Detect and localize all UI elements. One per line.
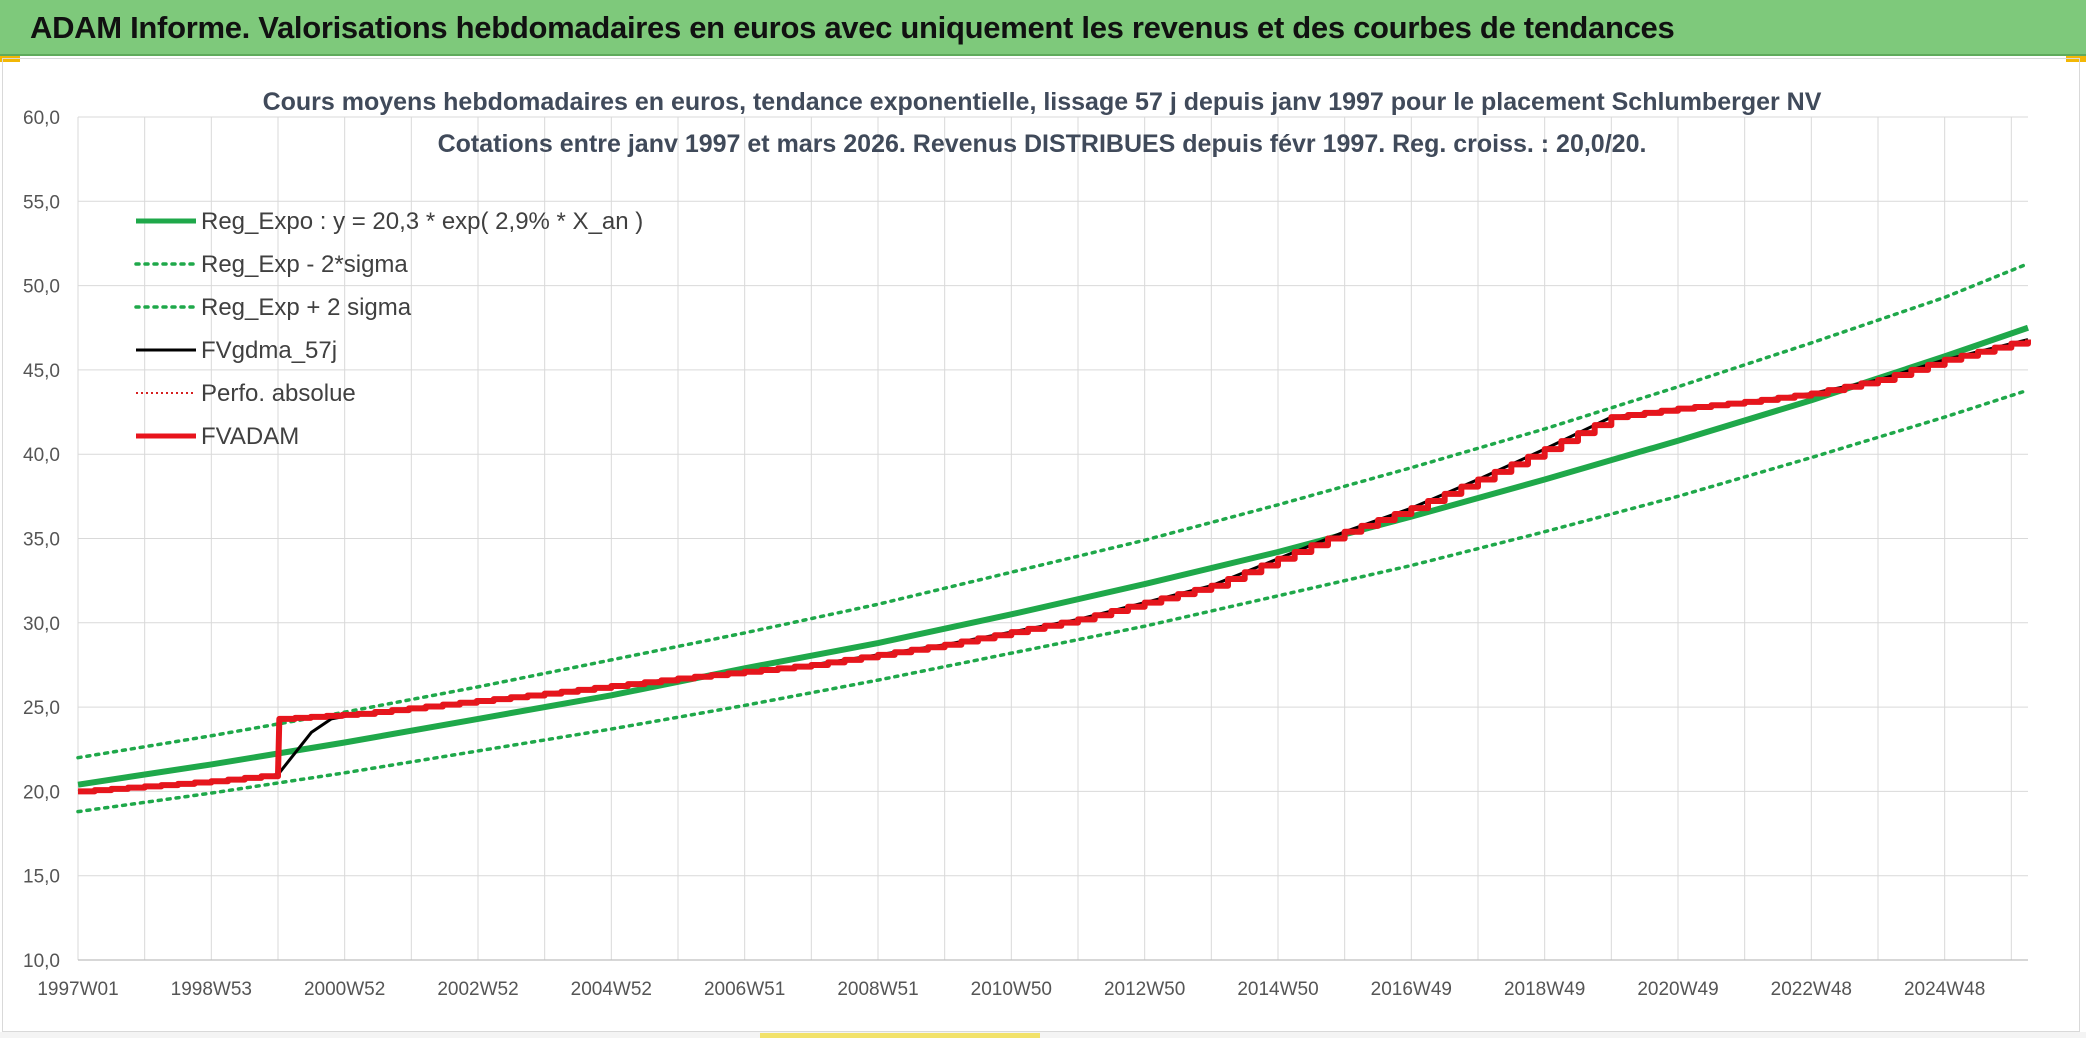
series-line-5 (78, 339, 2031, 795)
x-tick-label: 2010W50 (971, 979, 1052, 1000)
bottom-highlight (760, 1033, 1040, 1038)
chart-subtitle: Cotations entre janv 1997 et mars 2026. … (438, 130, 1647, 158)
legend-label: Reg_Exp + 2 sigma (201, 294, 412, 321)
x-tick-label: 2020W49 (1637, 979, 1718, 1000)
series-line-3 (77, 338, 2029, 793)
y-tick-label: 25,0 (23, 698, 60, 719)
chart-series (76, 261, 2031, 814)
legend-label: Reg_Exp - 2*sigma (201, 251, 408, 278)
bottom-strip (0, 1032, 2086, 1038)
x-tick-label: 2002W52 (437, 979, 518, 1000)
series-line-0 (77, 324, 2029, 788)
x-tick-label: 2012W50 (1104, 979, 1185, 1000)
x-tick-label: 2014W50 (1237, 979, 1318, 1000)
y-tick-label: 20,0 (23, 782, 60, 803)
y-tick-label: 40,0 (23, 445, 60, 466)
y-tick-label: 30,0 (23, 614, 60, 635)
report-title: ADAM Informe. Valorisations hebdomadaire… (30, 10, 1675, 45)
x-tick-label: 2022W48 (1771, 979, 1852, 1000)
x-tick-label: 2006W51 (704, 979, 785, 1000)
x-tick-label: 1997W01 (37, 979, 118, 1000)
y-tick-label: 35,0 (23, 530, 60, 551)
legend-label: FVADAM (201, 423, 299, 450)
x-tick-label: 2018W49 (1504, 979, 1585, 1000)
corner-marker-right (2066, 56, 2086, 62)
x-tick-label: 2008W51 (837, 979, 918, 1000)
chart-gridlines (77, 116, 2028, 961)
legend-label: Perfo. absolue (201, 380, 356, 407)
legend-label: Reg_Expo : y = 20,3 * exp( 2,9% * X_an ) (201, 208, 643, 235)
corner-marker-left (0, 56, 20, 62)
chart-frame (2, 58, 2080, 1032)
x-tick-label: 1998W53 (171, 979, 252, 1000)
chart-title: Cours moyens hebdomadaires en euros, ten… (263, 88, 1822, 116)
y-tick-label: 10,0 (23, 951, 60, 972)
y-tick-label: 60,0 (23, 108, 60, 129)
y-tick-label: 55,0 (23, 192, 60, 213)
y-tick-label: 45,0 (23, 361, 60, 382)
series-line-1 (76, 388, 2030, 814)
series-line-4 (78, 339, 2029, 793)
y-tick-label: 50,0 (23, 277, 60, 298)
series-line-2 (76, 261, 2030, 760)
chart-legend: Reg_Expo : y = 20,3 * exp( 2,9% * X_an )… (134, 208, 643, 450)
legend-label: FVgdma_57j (201, 337, 337, 364)
report-banner: ADAM Informe. Valorisations hebdomadaire… (0, 0, 2086, 56)
x-tick-label: 2024W48 (1904, 979, 1985, 1000)
x-tick-label: 2000W52 (304, 979, 385, 1000)
y-tick-label: 15,0 (23, 867, 60, 888)
x-tick-label: 2016W49 (1371, 979, 1452, 1000)
chart-axes: 10,0 15,0 20,0 25,0 30,0 35,0 40,0 45,0 50,0 55,0… (23, 108, 2028, 1000)
x-tick-label: 2004W52 (571, 979, 652, 1000)
